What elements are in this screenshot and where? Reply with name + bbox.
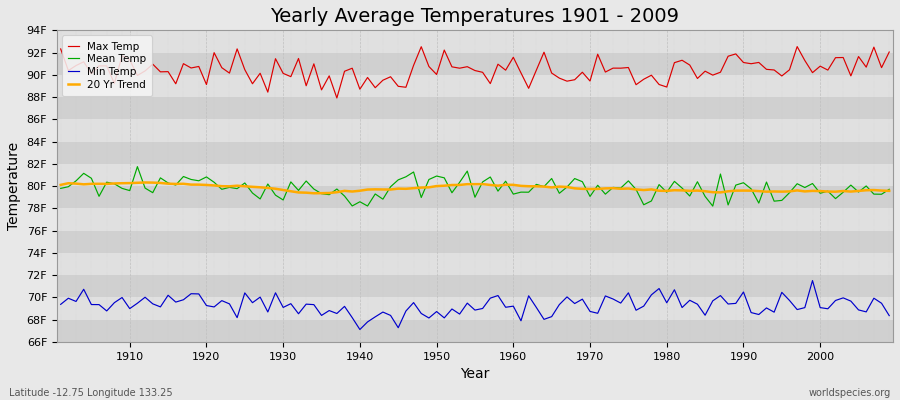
Min Temp xyxy=(285,301,296,306)
20 Yr Trend xyxy=(309,191,320,196)
Max Temp xyxy=(331,96,342,100)
Max Temp xyxy=(285,74,296,79)
Max Temp xyxy=(608,66,618,70)
Bar xyxy=(57,320,893,342)
20 Yr Trend xyxy=(140,180,150,185)
20 Yr Trend xyxy=(346,189,357,194)
Mean Temp xyxy=(608,185,618,190)
20 Yr Trend xyxy=(516,184,526,188)
20 Yr Trend xyxy=(117,181,128,186)
Bar xyxy=(57,230,893,253)
Y-axis label: Temperature: Temperature xyxy=(7,142,21,230)
Bar xyxy=(57,186,893,208)
Bar xyxy=(57,119,893,142)
Bar xyxy=(57,142,893,164)
Min Temp xyxy=(331,311,342,316)
20 Yr Trend xyxy=(523,184,534,189)
Mean Temp xyxy=(55,186,66,191)
20 Yr Trend xyxy=(616,186,626,191)
Bar xyxy=(57,52,893,75)
Bar xyxy=(57,297,893,320)
Min Temp xyxy=(117,295,128,300)
Bar xyxy=(57,30,893,52)
Max Temp xyxy=(339,69,350,74)
Mean Temp xyxy=(293,188,304,193)
Mean Temp xyxy=(508,192,518,196)
Mean Temp xyxy=(132,164,143,169)
Line: Max Temp: Max Temp xyxy=(60,46,889,98)
Min Temp xyxy=(884,313,895,318)
20 Yr Trend xyxy=(884,188,895,193)
Text: Latitude -12.75 Longitude 133.25: Latitude -12.75 Longitude 133.25 xyxy=(9,388,173,398)
Text: worldspecies.org: worldspecies.org xyxy=(809,388,891,398)
Mean Temp xyxy=(884,187,895,192)
Min Temp xyxy=(516,318,526,323)
20 Yr Trend xyxy=(55,182,66,187)
Bar xyxy=(57,275,893,297)
Max Temp xyxy=(884,50,895,54)
Bar xyxy=(57,97,893,119)
Title: Yearly Average Temperatures 1901 - 2009: Yearly Average Temperatures 1901 - 2009 xyxy=(271,7,680,26)
Min Temp xyxy=(807,278,818,283)
Mean Temp xyxy=(339,194,350,198)
Min Temp xyxy=(508,304,518,308)
20 Yr Trend xyxy=(293,190,304,195)
Bar xyxy=(57,253,893,275)
Min Temp xyxy=(55,302,66,307)
Max Temp xyxy=(55,46,66,51)
Line: 20 Yr Trend: 20 Yr Trend xyxy=(60,182,889,193)
Bar xyxy=(57,164,893,186)
Max Temp xyxy=(117,53,128,58)
Min Temp xyxy=(608,297,618,302)
X-axis label: Year: Year xyxy=(460,367,490,381)
Mean Temp xyxy=(117,186,128,191)
Bar xyxy=(57,75,893,97)
Max Temp xyxy=(792,44,803,49)
Line: Min Temp: Min Temp xyxy=(60,280,889,330)
Min Temp xyxy=(355,327,365,332)
Mean Temp xyxy=(707,204,718,208)
Mean Temp xyxy=(516,190,526,194)
Max Temp xyxy=(508,55,518,60)
Bar xyxy=(57,208,893,230)
Legend: Max Temp, Mean Temp, Min Temp, 20 Yr Trend: Max Temp, Mean Temp, Min Temp, 20 Yr Tre… xyxy=(62,36,152,96)
Max Temp xyxy=(516,70,526,75)
Line: Mean Temp: Mean Temp xyxy=(60,167,889,206)
